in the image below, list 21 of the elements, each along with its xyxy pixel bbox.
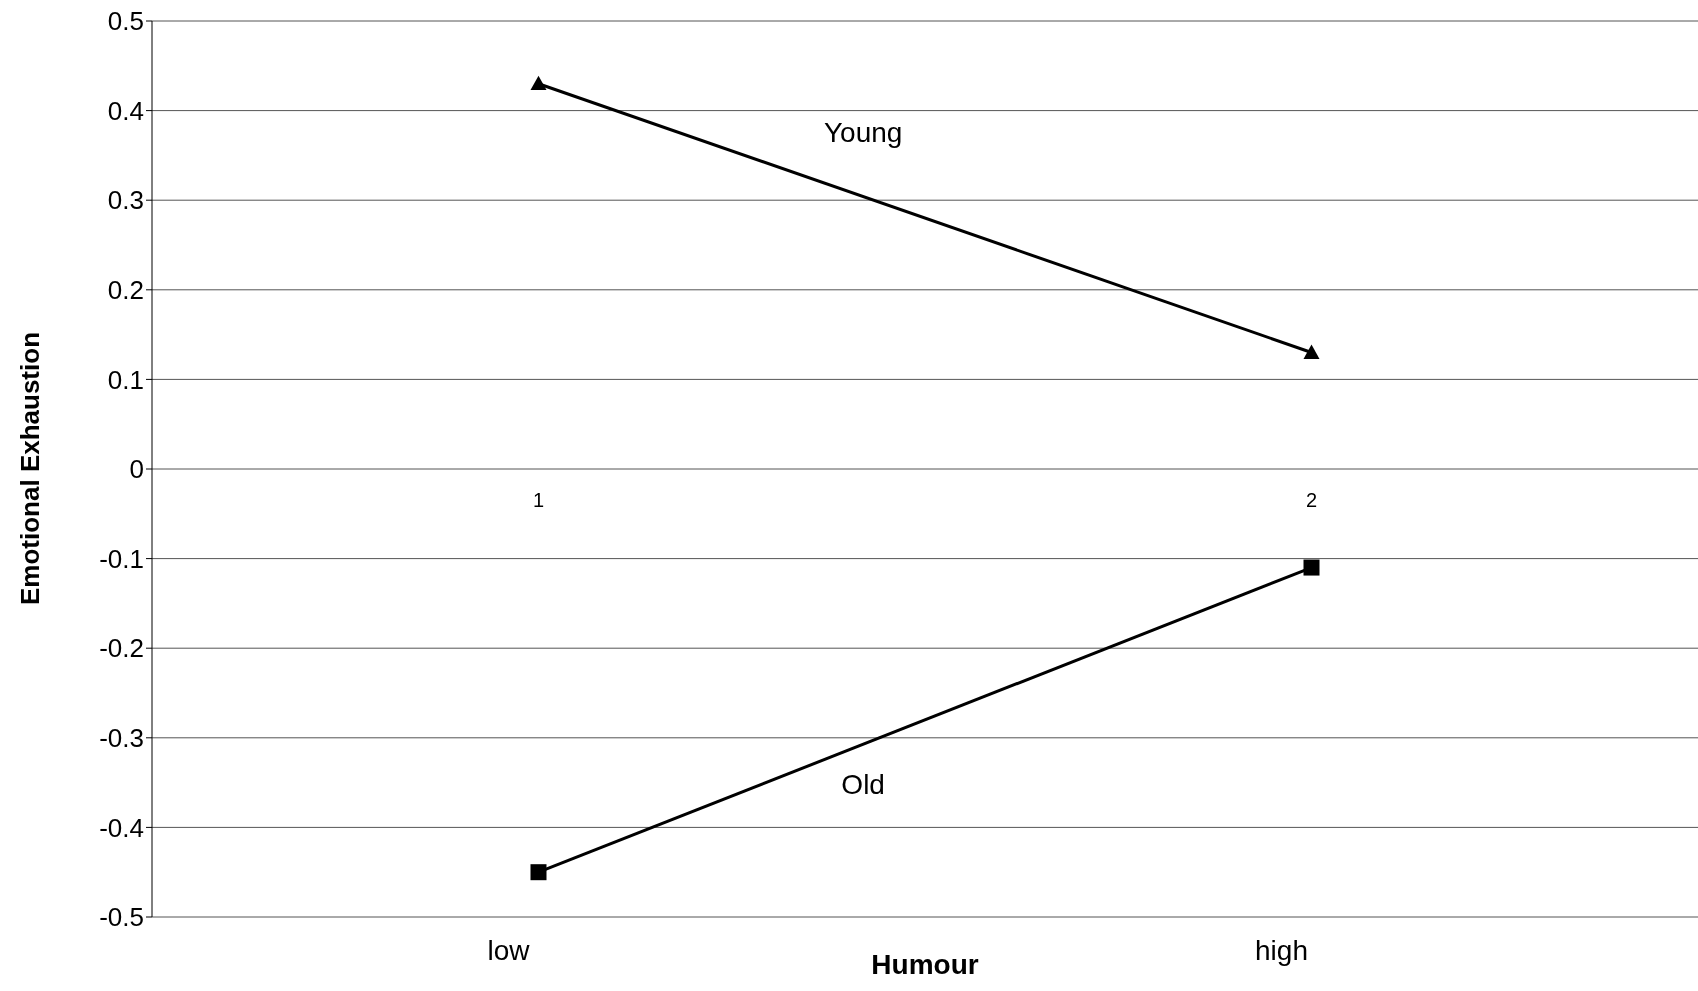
y-tick-label: 0.4 [107, 95, 144, 126]
y-tick-label: 0 [129, 454, 144, 485]
text: high [1254, 935, 1309, 967]
x-tick-label: 2 [1305, 489, 1318, 511]
series-label: Young [822, 116, 904, 149]
y-tick-label: -0.5 [99, 902, 144, 933]
y-tick-label: 0.3 [107, 185, 144, 216]
y-tick-label: 0.1 [107, 364, 144, 395]
y-tick-label: -0.3 [99, 723, 144, 754]
y-tick-label: 0.2 [107, 275, 144, 306]
series-label: Old [840, 769, 886, 802]
point [530, 864, 547, 881]
x-axis-title: Humour [871, 949, 979, 980]
y-axis-title: Emotional Exhaustion [14, 331, 46, 607]
y-tick-label: -0.2 [99, 633, 144, 664]
x-tick-label: 1 [532, 489, 545, 511]
y-tick-label: -0.4 [99, 812, 144, 843]
y-tick-label: 0.5 [107, 6, 144, 37]
y-tick-label: -0.1 [99, 543, 144, 574]
point [1303, 559, 1320, 576]
text: low [486, 935, 531, 967]
